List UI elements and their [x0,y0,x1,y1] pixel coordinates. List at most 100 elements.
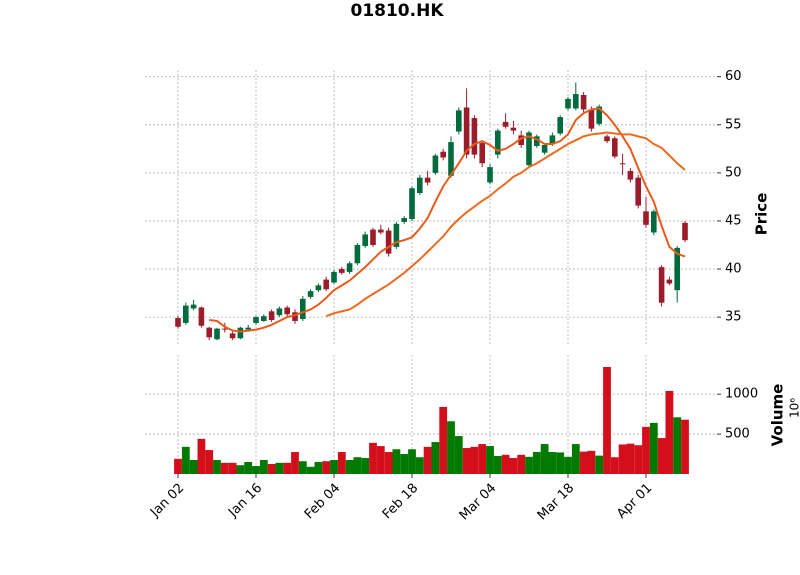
volume-bar [665,390,674,474]
volume-bar [408,449,416,474]
volume-bar [431,442,440,474]
volume-bar [493,456,502,474]
candle-body [666,279,673,284]
volume-bar [298,461,307,474]
candle-body [370,229,376,245]
volume-bar [447,421,455,474]
volume-bar [462,448,471,474]
candle-body [245,327,251,330]
moving-average-line [325,131,686,318]
candle-body [456,110,462,132]
volume-bar [345,460,354,474]
candle-body [479,143,485,164]
candle-body [502,121,509,127]
candle-body [190,304,197,309]
candle-body [619,163,626,165]
price-axis-label: Price [753,193,771,236]
candle-body [237,327,244,339]
y-tick-label: 40 [725,262,742,277]
volume-y-tick-label: 500 [725,427,750,442]
candle-body [354,245,361,264]
volume-bar [649,422,658,474]
candle-body [674,247,680,291]
candle-body [440,151,446,158]
candle-body [206,327,212,338]
volume-bar [610,457,619,474]
moving-average-line [209,107,686,333]
y-tick-label: 45 [725,213,742,228]
candle-body [292,312,298,321]
candle-body [432,155,439,173]
volume-bar [657,438,666,474]
candle-body [534,136,540,146]
y-tick-label: 35 [725,310,742,325]
candle-body [549,135,556,145]
candle-body [214,328,220,340]
candle-body [471,118,478,155]
candle-body [261,316,267,321]
volume-bar [571,444,580,474]
volume-bar [181,446,190,474]
candle-body [612,138,618,157]
volume-bar [337,452,346,474]
volume-bar [283,462,292,474]
volume-bar [579,451,588,474]
candle-body [651,211,657,233]
candle-body [588,109,595,129]
candle-body [183,305,189,323]
volume-bar [556,452,565,474]
y-tick-label: 60 [725,69,742,84]
volume-bar [681,419,689,474]
candle-body [276,308,283,316]
volume-bar [197,438,206,474]
candle-body [284,307,290,315]
volume-bar [525,456,533,474]
volume-bar [369,442,377,474]
volume-bar [252,466,260,474]
volume-axis-label: Volume [769,384,787,447]
candle-body [315,285,322,291]
volume-bar [673,417,682,474]
x-tick-label: Mar 04 [457,481,500,524]
x-tick-label: Feb 18 [380,481,422,523]
candle-body [596,106,602,124]
candle-body [604,136,610,142]
volume-bar [501,454,510,474]
candle-body [385,230,392,254]
candle-body [565,98,571,109]
candle-body [424,177,431,183]
volume-bar [322,461,331,474]
candle-body [635,177,641,206]
volume-bar [236,465,245,474]
volume-bar [517,454,526,474]
candle-body [362,234,368,246]
x-tick-label: Apr 01 [614,481,655,522]
candle-body [643,211,649,225]
candle-body [409,188,415,220]
volume-bar [330,460,338,474]
candle-body [393,223,400,247]
volume-bar [540,444,549,474]
volume-bar [415,457,424,474]
volume-bar [259,460,268,474]
volume-bar [642,426,650,474]
candle-body [682,222,688,241]
volume-bar [275,462,284,474]
volume-bar [291,452,299,474]
volume-bar [174,458,182,474]
candle-body [580,95,587,110]
volume-bar [486,446,494,474]
candle-body [526,132,532,166]
volume-bar [361,458,370,474]
x-tick-label: Feb 04 [302,481,344,523]
volume-bar [470,446,479,474]
candle-body [495,130,501,155]
volume-bar [400,454,409,474]
volume-bar [509,458,518,474]
candle-body [448,142,454,176]
volume-bar [595,455,604,474]
candle-body [557,117,563,134]
volume-bar [384,452,393,474]
volume-bar [220,462,229,474]
candle-body [339,269,345,273]
